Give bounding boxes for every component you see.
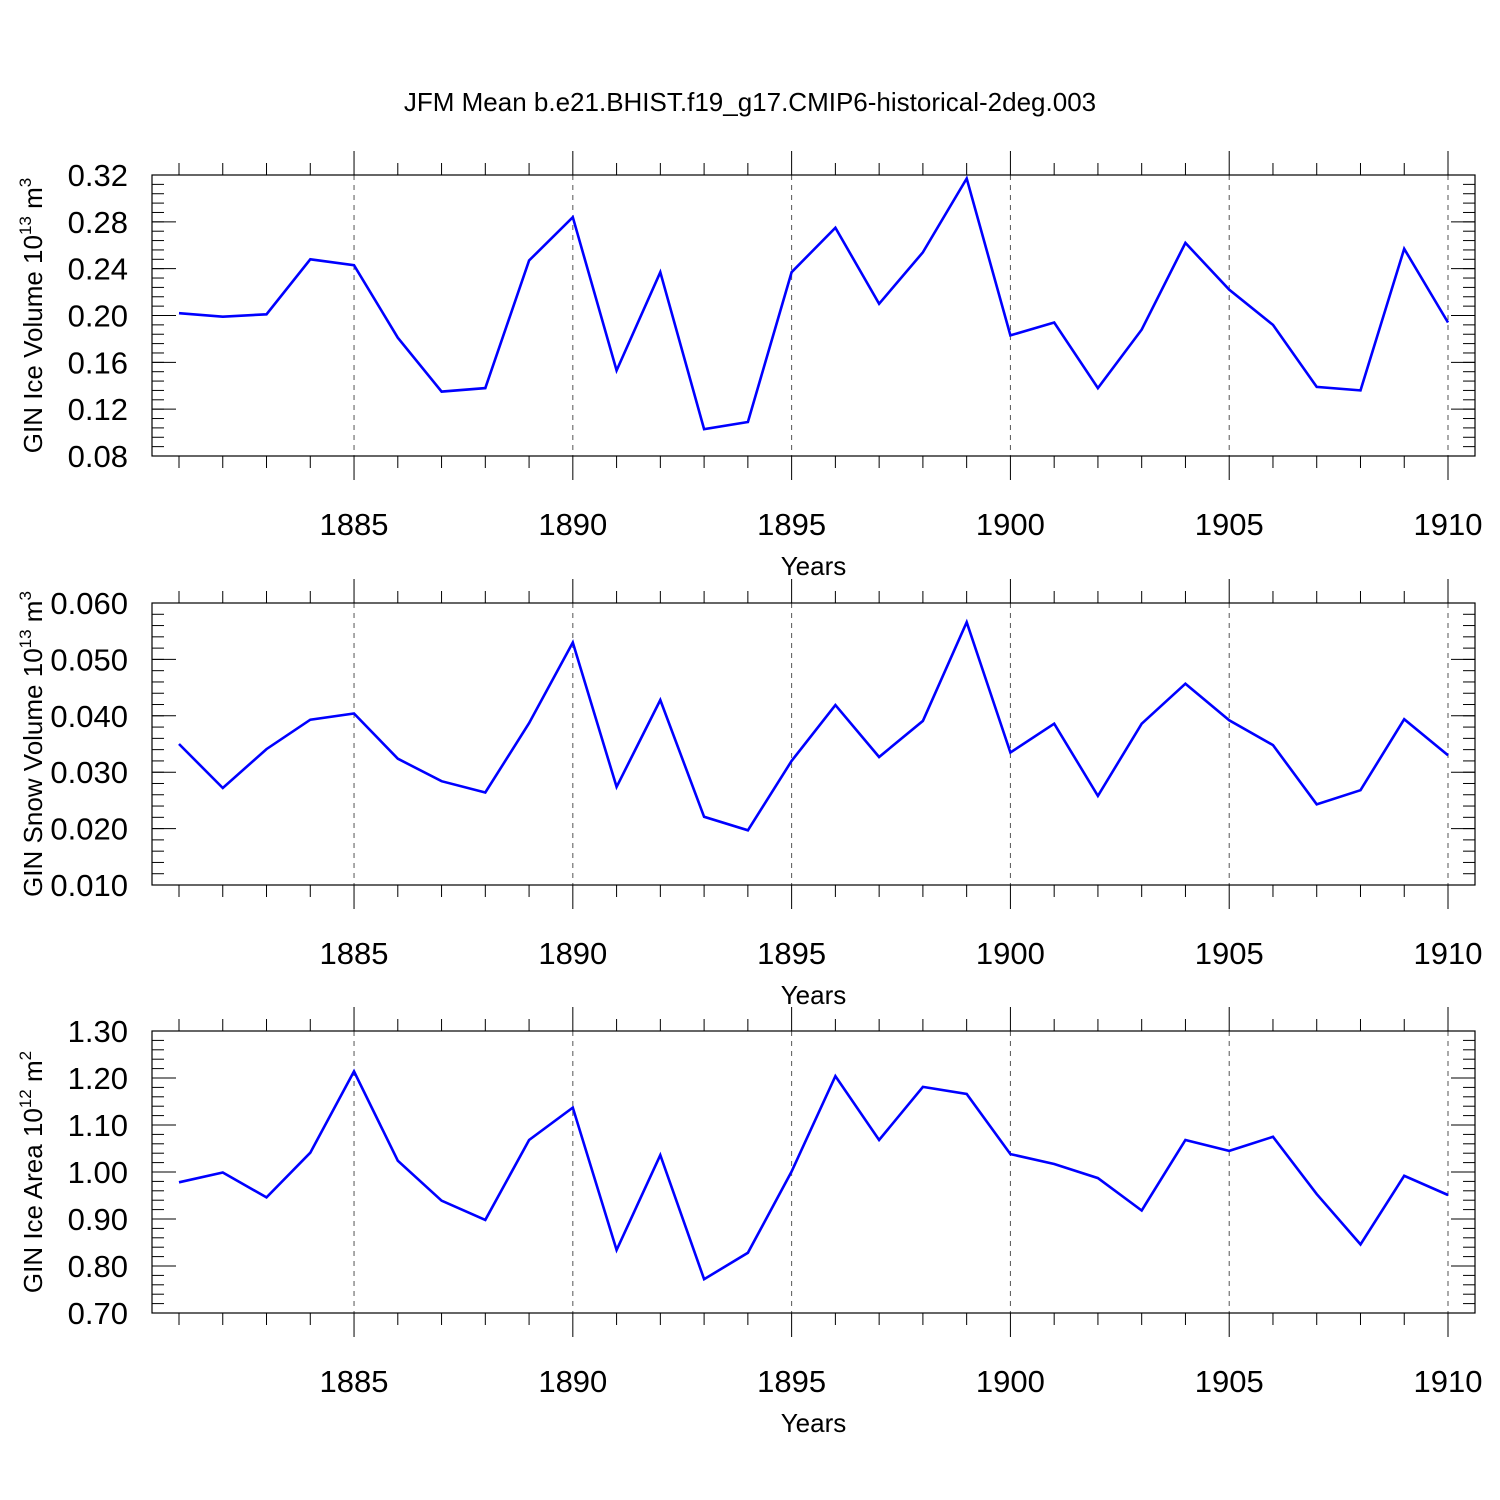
y-tick-label: 0.28 xyxy=(68,205,128,240)
y-tick-label: 1.20 xyxy=(68,1061,128,1096)
x-tick-label: 1890 xyxy=(538,936,607,971)
plot-frame xyxy=(151,602,1476,886)
y-tick-label: 0.16 xyxy=(68,345,128,380)
chart-panel-1: 1885 1890 1895 1900 1905 1910 Years 0.08 0.12 0.1… xyxy=(16,151,1482,581)
x-axis-label: Years xyxy=(781,1408,847,1438)
y-tick-label: 0.12 xyxy=(68,392,128,427)
y-tick-label: 0.80 xyxy=(68,1249,128,1284)
plot-frame xyxy=(151,1030,1476,1314)
chart-title: JFM Mean b.e21.BHIST.f19_g17.CMIP6-histo… xyxy=(404,87,1096,117)
x-tick-label: 1905 xyxy=(1195,1364,1264,1399)
chart-panel-2: 1885 1890 1895 1900 1905 1910 Years 0.010 0.020 0… xyxy=(16,579,1482,1010)
y-tick-label: 0.20 xyxy=(68,299,128,334)
y-tick-label: 1.00 xyxy=(68,1155,128,1190)
y-axis-label-superscript: 3 xyxy=(16,591,35,600)
x-tick-label: 1885 xyxy=(320,936,389,971)
x-tick-label: 1910 xyxy=(1414,936,1483,971)
x-tick-label: 1900 xyxy=(976,1364,1045,1399)
data-series-line xyxy=(178,175,1450,431)
plot-frame xyxy=(151,174,1476,457)
x-tick-label: 1895 xyxy=(757,507,826,542)
y-axis-label-text: GIN Ice Area 10 xyxy=(18,1108,48,1293)
chart-panel-3: 1885 1890 1895 1900 1905 1910 Years 0.70 0.80 0.9… xyxy=(16,1007,1482,1438)
x-tick-label: 1890 xyxy=(538,507,607,542)
y-tick-label: 0.060 xyxy=(50,586,128,621)
x-axis-label: Years xyxy=(781,980,847,1010)
y-axis-label: GIN Ice Volume 1013 m3 xyxy=(16,178,48,454)
y-axis-label-text: GIN Snow Volume 10 xyxy=(18,648,48,897)
data-series-line xyxy=(178,1068,1449,1282)
x-tick-label: 1885 xyxy=(320,507,389,542)
x-tick-label: 1910 xyxy=(1414,1364,1483,1399)
y-tick-label: 0.32 xyxy=(68,158,128,193)
y-axis-label-superscript: 12 xyxy=(16,1089,35,1108)
data-series-line xyxy=(178,618,1449,832)
y-axis-label-superscript: 13 xyxy=(16,629,35,648)
y-tick-label: 0.70 xyxy=(68,1296,128,1331)
x-tick-label: 1895 xyxy=(757,1364,826,1399)
y-tick-label: 0.030 xyxy=(50,755,128,790)
y-axis-label: GIN Snow Volume 1013 m3 xyxy=(16,591,48,897)
y-tick-label: 0.050 xyxy=(50,642,128,677)
x-tick-label: 1885 xyxy=(320,1364,389,1399)
x-tick-label: 1900 xyxy=(976,936,1045,971)
y-tick-label: 0.040 xyxy=(50,699,128,734)
y-axis-label-text: m xyxy=(18,187,48,216)
y-tick-label: 0.90 xyxy=(68,1202,128,1237)
x-tick-label: 1895 xyxy=(757,936,826,971)
y-tick-label: 0.08 xyxy=(68,439,128,474)
y-axis-label-superscript: 2 xyxy=(16,1051,35,1060)
y-axis-label: GIN Ice Area 1012 m2 xyxy=(16,1051,48,1293)
y-axis-label-text: m xyxy=(18,601,48,630)
y-tick-label: 0.020 xyxy=(50,812,128,847)
y-axis-label-text: GIN Ice Volume 10 xyxy=(18,235,48,453)
x-axis-label: Years xyxy=(781,551,847,581)
chart-panels: 1885 1890 1895 1900 1905 1910 Years 0.08 0.12 0.1… xyxy=(16,151,1482,1438)
x-tick-label: 1905 xyxy=(1195,507,1264,542)
y-tick-label: 0.24 xyxy=(68,252,128,287)
y-tick-label: 1.10 xyxy=(68,1108,128,1143)
x-tick-label: 1890 xyxy=(538,1364,607,1399)
y-axis-label-superscript: 13 xyxy=(16,216,35,235)
x-tick-label: 1910 xyxy=(1414,507,1483,542)
y-axis-label-superscript: 3 xyxy=(16,178,35,187)
y-tick-label: 1.30 xyxy=(68,1014,128,1049)
x-tick-label: 1900 xyxy=(976,507,1045,542)
y-tick-label: 0.010 xyxy=(50,868,128,903)
x-tick-label: 1905 xyxy=(1195,936,1264,971)
y-axis-label-text: m xyxy=(18,1060,48,1089)
